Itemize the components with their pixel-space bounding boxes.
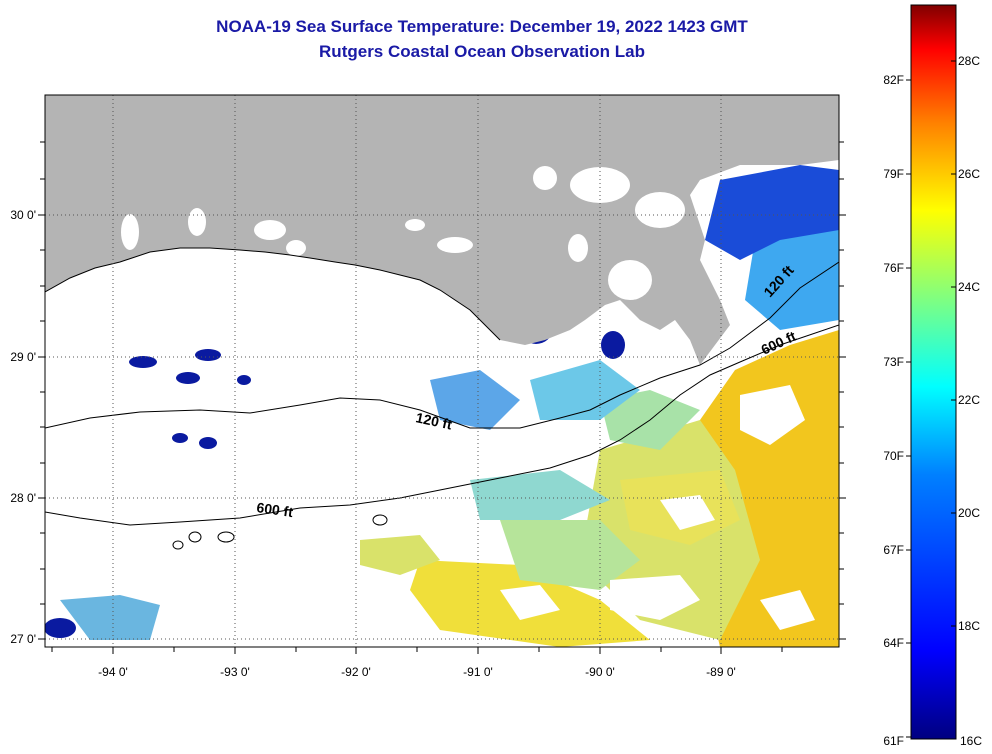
lon-label-89: -89 0' — [706, 665, 736, 679]
lat-label-29: 29 0' — [10, 350, 36, 364]
cloud-patches — [500, 385, 815, 630]
colorbar-c-label-28: 28C — [958, 54, 980, 68]
axis-ticks — [38, 141, 846, 654]
map-frame — [44, 94, 840, 648]
colorbar-ticks — [906, 60, 956, 740]
colorbar-c-label-18: 18C — [958, 619, 980, 633]
sst-warm-region — [60, 165, 839, 647]
colorbar-c-label-20: 20C — [958, 506, 980, 520]
colorbar-f-label-64: 64F — [883, 636, 904, 650]
colorbar-c-label-16: 16C — [960, 734, 982, 748]
contour-120ft — [45, 261, 839, 429]
lon-label-93: -93 0' — [220, 665, 250, 679]
colorbar — [910, 4, 957, 740]
contour-label-600ft-west: 600 ft — [256, 499, 295, 520]
lat-label-30: 30 0' — [10, 208, 36, 222]
contour-label-120ft-west: 120 ft — [414, 409, 453, 432]
colorbar-c-label-26: 26C — [958, 167, 980, 181]
lon-label-91: -91 0' — [463, 665, 493, 679]
contour-600ft — [45, 324, 839, 526]
lon-label-90: -90 0' — [585, 665, 615, 679]
colorbar-f-label-79: 79F — [883, 167, 904, 181]
colorbar-f-label-70: 70F — [883, 449, 904, 463]
lon-label-92: -92 0' — [341, 665, 371, 679]
colorbar-f-label-73: 73F — [883, 355, 904, 369]
inland-cloud-patches — [121, 166, 685, 300]
grid-lines — [45, 95, 839, 647]
map-plot-area — [45, 95, 839, 647]
lat-label-27: 27 0' — [10, 632, 36, 646]
title-line-1: NOAA-19 Sea Surface Temperature: Decembe… — [216, 17, 748, 36]
colorbar-f-label-61: 61F — [883, 734, 904, 748]
coastline — [45, 247, 501, 341]
colorbar-c-label-22: 22C — [958, 393, 980, 407]
lat-label-28: 28 0' — [10, 491, 36, 505]
contour-features — [172, 514, 388, 550]
colorbar-f-label-76: 76F — [883, 261, 904, 275]
colorbar-f-label-67: 67F — [883, 543, 904, 557]
colorbar-f-label-82: 82F — [883, 73, 904, 87]
title-line-2: Rutgers Coastal Ocean Observation Lab — [319, 42, 645, 61]
colorbar-c-label-24: 24C — [958, 280, 980, 294]
lon-label-94: -94 0' — [98, 665, 128, 679]
